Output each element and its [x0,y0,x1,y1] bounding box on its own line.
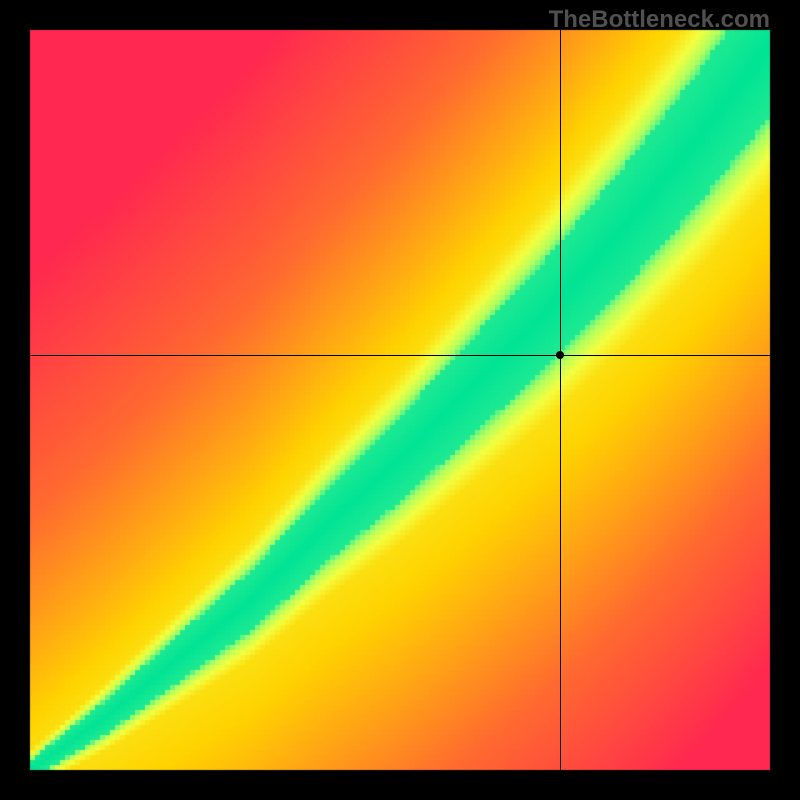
selection-marker [556,351,564,359]
watermark-text: TheBottleneck.com [549,6,770,34]
chart-root: TheBottleneck.com [0,0,800,800]
crosshair-horizontal [30,355,770,356]
crosshair-vertical [560,30,561,770]
bottleneck-heatmap [0,0,800,800]
